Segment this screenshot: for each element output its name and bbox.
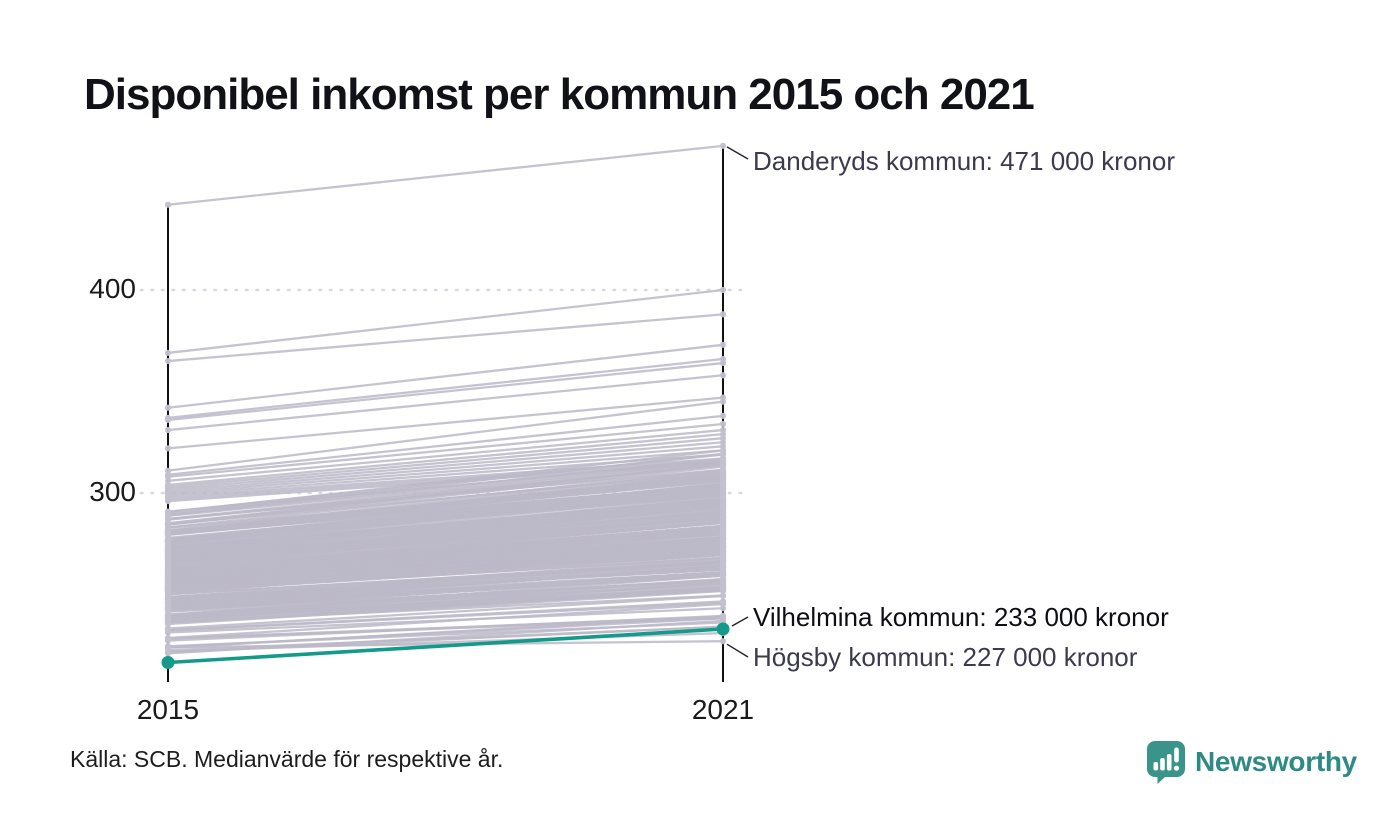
annotation-connector-1 xyxy=(731,616,749,627)
y-axis-tick-400: 400 xyxy=(89,273,136,304)
annotation-danderyd: Danderyds kommun: 471 000 kronor xyxy=(753,146,1176,176)
newsworthy-speech-bubble-chart-icon xyxy=(1147,741,1185,784)
x-axis-label-2015: 2015 xyxy=(136,694,200,725)
annotation-connector-0 xyxy=(726,146,749,160)
highlight-dot-2015 xyxy=(161,656,175,670)
municipality-endpoint-dots xyxy=(164,142,727,657)
annotation-connector-2 xyxy=(726,643,749,658)
highlight-dot-2021 xyxy=(716,622,730,636)
municipality-lines xyxy=(167,144,724,655)
source-note: Källa: SCB. Medianvärde för respektive å… xyxy=(70,746,504,772)
chart-title: Disponibel inkomst per kommun 2015 och 2… xyxy=(84,70,1035,119)
newsworthy-brand: Newsworthy xyxy=(1146,740,1357,784)
newsworthy-wordmark: Newsworthy xyxy=(1195,746,1357,777)
x-axis-label-2021: 2021 xyxy=(691,694,755,725)
annotation-vilhelmina-highlight: Vilhelmina kommun: 233 000 kronor xyxy=(753,602,1169,632)
annotation-hogsby: Högsby kommun: 227 000 kronor xyxy=(753,642,1138,672)
highlight-line-vilhelmina xyxy=(167,627,724,665)
y-axis-tick-300: 300 xyxy=(89,476,136,507)
